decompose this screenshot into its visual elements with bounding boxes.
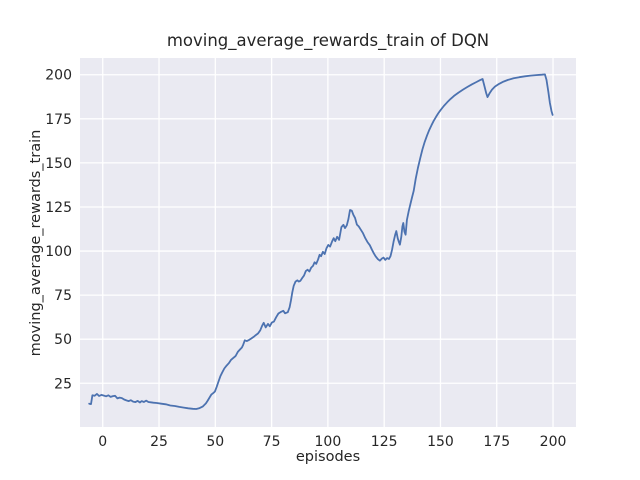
y-tick-label: 50 <box>54 332 72 348</box>
x-tick-label: 25 <box>150 434 168 450</box>
reward-line <box>88 73 554 410</box>
y-axis-label: moving_average_rewards_train <box>28 129 44 357</box>
x-tick-label: 150 <box>427 434 454 450</box>
x-tick-label: 75 <box>263 434 281 450</box>
x-tick-label: 0 <box>98 434 107 450</box>
y-tick-label: 150 <box>45 156 72 172</box>
chart-title: moving_average_rewards_train of DQN <box>166 31 490 50</box>
x-tick-label: 175 <box>483 434 510 450</box>
y-tick-label: 125 <box>45 200 72 216</box>
x-tick-label: 50 <box>206 434 224 450</box>
x-axis-label: episodes <box>295 449 361 465</box>
y-tick-label: 75 <box>54 288 72 304</box>
y-tick-label: 100 <box>45 244 72 260</box>
y-tick-label: 200 <box>45 68 72 84</box>
y-tick-label: 175 <box>45 112 72 128</box>
x-tick-label: 200 <box>540 434 567 450</box>
x-tick-label: 125 <box>371 434 398 450</box>
y-tick-label: 25 <box>54 376 72 392</box>
x-tick-label: 100 <box>315 434 342 450</box>
